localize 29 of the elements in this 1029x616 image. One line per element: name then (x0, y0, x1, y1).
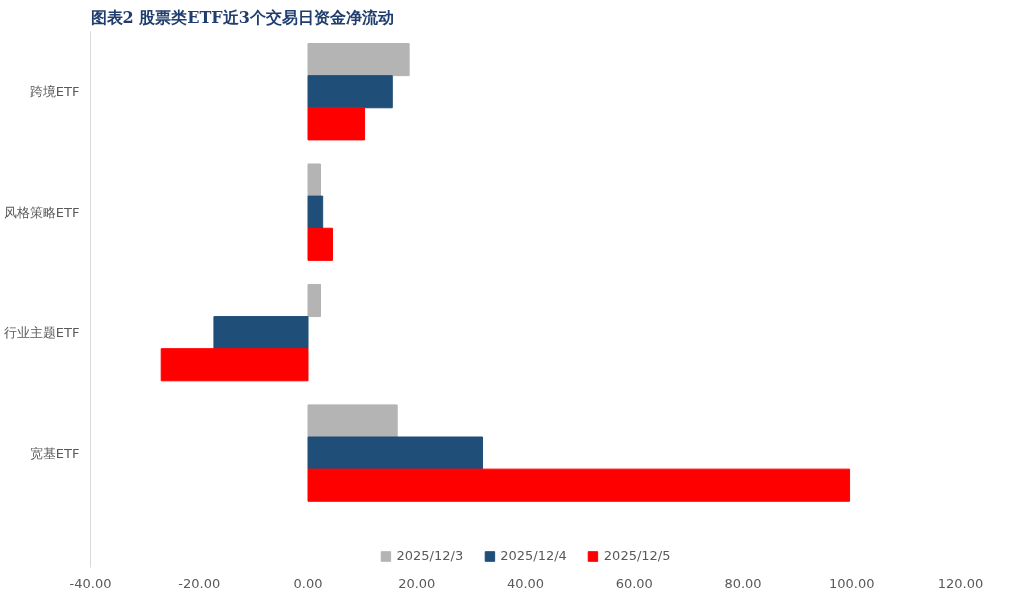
bar (307, 404, 398, 438)
bar (307, 107, 366, 141)
x-tick-label: 100.00 (829, 575, 875, 591)
y-tick-label: 行业主题ETF (3, 325, 80, 341)
bar (307, 43, 410, 77)
y-tick-label: 风格策略ETF (3, 204, 80, 220)
bar (307, 195, 324, 229)
legend-label: 2025/12/3 (396, 548, 464, 563)
y-tick-label: 宽基ETF (29, 445, 80, 461)
bar (307, 163, 322, 197)
x-tick-label: 0.00 (293, 575, 323, 591)
bar (307, 227, 333, 261)
y-tick-label: 跨境ETF (29, 84, 80, 100)
chart-title: 图表2 股票类ETF近3个交易日资金净流动 (90, 7, 394, 27)
x-tick-label: 120.00 (937, 575, 984, 591)
bar (307, 283, 322, 318)
x-tick-label: 60.00 (615, 575, 653, 591)
bar (307, 436, 484, 470)
bar (307, 75, 393, 109)
x-tick-label: 40.00 (506, 575, 545, 591)
bar (307, 468, 851, 502)
x-tick-label: 20.00 (398, 575, 436, 591)
legend-label: 2025/12/4 (500, 548, 567, 563)
x-tick-label: 80.00 (724, 575, 762, 591)
bar (213, 316, 309, 350)
x-tick-label: -40.00 (69, 575, 112, 591)
x-tick-label: -20.00 (178, 575, 221, 591)
legend-label: 2025/12/5 (603, 548, 671, 563)
bar (160, 348, 309, 382)
